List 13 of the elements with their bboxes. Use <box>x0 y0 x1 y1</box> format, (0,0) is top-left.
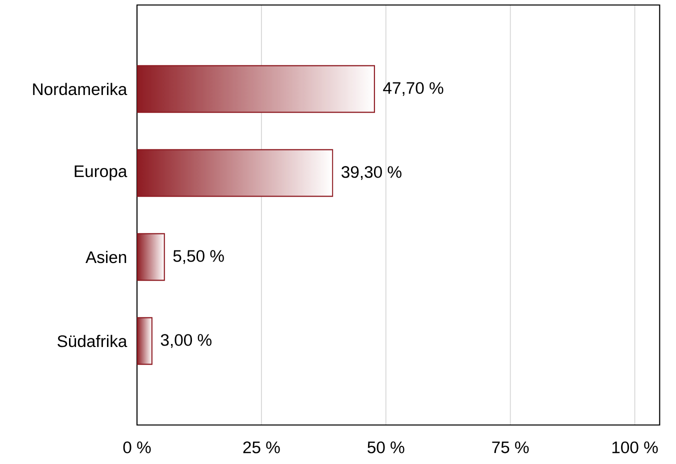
data-label: 47,70 % <box>383 82 444 96</box>
data-label: 5,50 % <box>173 250 224 264</box>
x-tick-label: 25 % <box>243 441 280 454</box>
data-label: 3,00 % <box>160 334 212 348</box>
x-tick-label: 0 % <box>123 441 151 454</box>
x-tick-label: 50 % <box>368 441 404 454</box>
x-tick-label: 100 % <box>612 441 658 454</box>
y-tick-label: Europa <box>74 166 128 180</box>
y-tick-label: Asien <box>86 250 126 264</box>
y-tick-label: Südafrika <box>58 334 128 348</box>
data-label: 39,30 % <box>342 166 402 180</box>
x-tick-label: 75 % <box>492 441 529 454</box>
y-tick-label: Nordamerika <box>33 82 128 96</box>
